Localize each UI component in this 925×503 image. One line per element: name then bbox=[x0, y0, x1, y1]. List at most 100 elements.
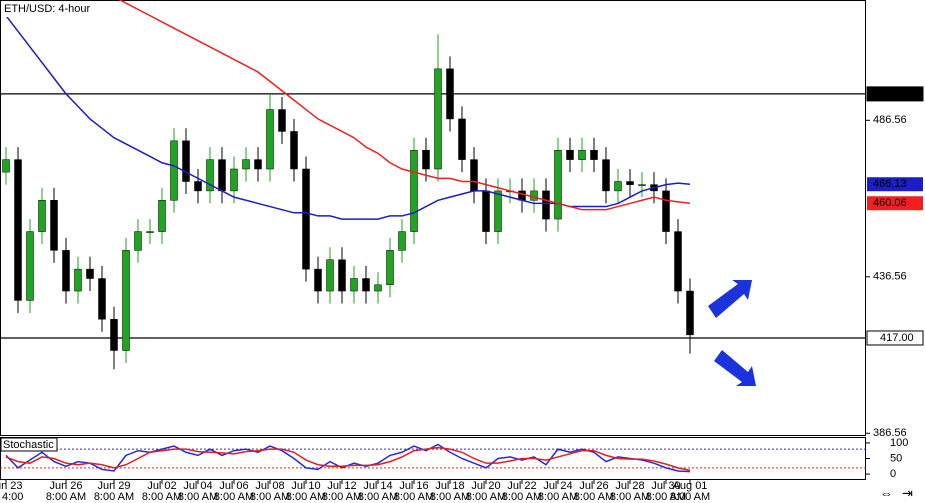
candle-body bbox=[686, 290, 694, 336]
x-tick-label: Jul 24 bbox=[543, 480, 572, 492]
y-tick-label: 100 bbox=[890, 437, 908, 449]
candle-body bbox=[86, 268, 94, 279]
candle-body bbox=[530, 190, 538, 201]
candle-body bbox=[554, 149, 562, 220]
x-tick-label: Jul 30 bbox=[651, 480, 680, 492]
y-tick-label: 486.56 bbox=[873, 114, 907, 126]
x-tick-label: Jul 06 bbox=[219, 480, 248, 492]
candle-body bbox=[266, 109, 274, 170]
candle-body bbox=[194, 181, 202, 192]
candle-body bbox=[626, 181, 634, 185]
x-time-label: 8:00 AM bbox=[250, 491, 290, 503]
level-label-bg bbox=[866, 330, 924, 346]
x-time-label: 8:00 AM bbox=[214, 491, 254, 503]
candle-body bbox=[26, 231, 34, 301]
candle-body bbox=[410, 149, 418, 232]
y-tick-label: 386.56 bbox=[873, 427, 907, 439]
candle-body bbox=[98, 278, 106, 320]
candle-body bbox=[254, 159, 262, 170]
x-time-label: 8:00 AM bbox=[358, 491, 398, 503]
candle-body bbox=[206, 159, 214, 192]
x-time-label: 8:00 AM bbox=[670, 491, 710, 503]
x-tick-label: Jul 20 bbox=[471, 480, 500, 492]
candle-body bbox=[74, 268, 82, 292]
candle-body bbox=[158, 200, 166, 232]
y-tick-label: 0 bbox=[890, 468, 896, 480]
x-time-label: 8:00 AM bbox=[286, 491, 326, 503]
candle-body bbox=[374, 284, 382, 292]
arrow-icon[interactable]: ⇥ bbox=[902, 485, 913, 500]
candle-body bbox=[14, 159, 22, 301]
candle-body bbox=[602, 159, 610, 192]
candle-body bbox=[326, 259, 334, 292]
candle-body bbox=[350, 278, 358, 292]
candle-body bbox=[278, 109, 286, 132]
x-time-label: 8:00 AM bbox=[142, 491, 182, 503]
candle-body bbox=[290, 131, 298, 170]
candle-body bbox=[614, 181, 622, 192]
candle-body bbox=[314, 268, 322, 292]
y-tick-label: 436.56 bbox=[873, 271, 907, 283]
candle-body bbox=[458, 118, 466, 160]
candle-body bbox=[662, 190, 670, 232]
x-tick-label: Jul 26 bbox=[579, 480, 608, 492]
candle-body bbox=[482, 190, 490, 232]
x-tick-label: Jul 28 bbox=[615, 480, 644, 492]
x-tick-label: Jul 08 bbox=[255, 480, 284, 492]
candle-body bbox=[2, 159, 10, 173]
last-value-bg bbox=[867, 177, 923, 192]
stochastic-pane bbox=[0, 437, 866, 480]
x-tick-label: Jun 29 bbox=[97, 480, 130, 492]
candle-body bbox=[566, 149, 574, 160]
candle-body bbox=[338, 259, 346, 292]
candle-body bbox=[542, 190, 550, 220]
link-icon[interactable]: ⇔ bbox=[880, 485, 893, 500]
candle-body bbox=[446, 68, 454, 120]
x-tick-label: Jul 12 bbox=[327, 480, 356, 492]
candle-body bbox=[38, 200, 46, 232]
candle-body bbox=[470, 159, 478, 192]
x-tick-label: Jul 16 bbox=[399, 480, 428, 492]
stoch-title: Stochastic bbox=[3, 439, 54, 451]
x-tick-label: Jul 04 bbox=[183, 480, 212, 492]
level-label: 417.00 bbox=[880, 332, 914, 344]
candle-body bbox=[302, 168, 310, 270]
candle-body bbox=[590, 149, 598, 160]
candle-body bbox=[638, 184, 646, 186]
candle-body bbox=[110, 318, 118, 351]
candle-body bbox=[134, 231, 142, 251]
x-time-label: 8:00 AM bbox=[394, 491, 434, 503]
stoch-title-bg bbox=[0, 437, 58, 452]
x-time-label: 8:00 AM bbox=[94, 491, 134, 503]
x-tick-label: Jul 10 bbox=[291, 480, 320, 492]
x-tick-label: Jun 23 bbox=[0, 480, 23, 492]
up-arrow bbox=[708, 280, 752, 318]
line bbox=[118, 0, 691, 211]
x-time-label: 8:00 AM bbox=[538, 491, 578, 503]
down-arrow bbox=[714, 350, 756, 386]
candle-body bbox=[422, 149, 430, 170]
x-tick-label: Jul 02 bbox=[147, 480, 176, 492]
line bbox=[5, 15, 691, 220]
x-tick-label: Jul 22 bbox=[507, 480, 536, 492]
candle-body bbox=[146, 231, 154, 233]
last-value-label: 466.13 bbox=[873, 178, 907, 190]
candle-body bbox=[674, 231, 682, 292]
x-time-label: 8:00 AM bbox=[46, 491, 86, 503]
candle-body bbox=[182, 140, 190, 182]
candle-body bbox=[170, 140, 178, 201]
x-time-label: 4:00 bbox=[2, 491, 23, 503]
title-bg bbox=[1, 1, 95, 17]
candle-body bbox=[398, 231, 406, 251]
x-tick-label: Aug 01 bbox=[673, 480, 708, 492]
level-label-bg bbox=[866, 86, 924, 102]
last-value-bg bbox=[867, 196, 923, 211]
x-tick-label: Jun 26 bbox=[49, 480, 82, 492]
candle-body bbox=[494, 190, 502, 232]
candle-body bbox=[122, 250, 130, 351]
candle-body bbox=[386, 250, 394, 286]
candle-body bbox=[218, 159, 226, 192]
